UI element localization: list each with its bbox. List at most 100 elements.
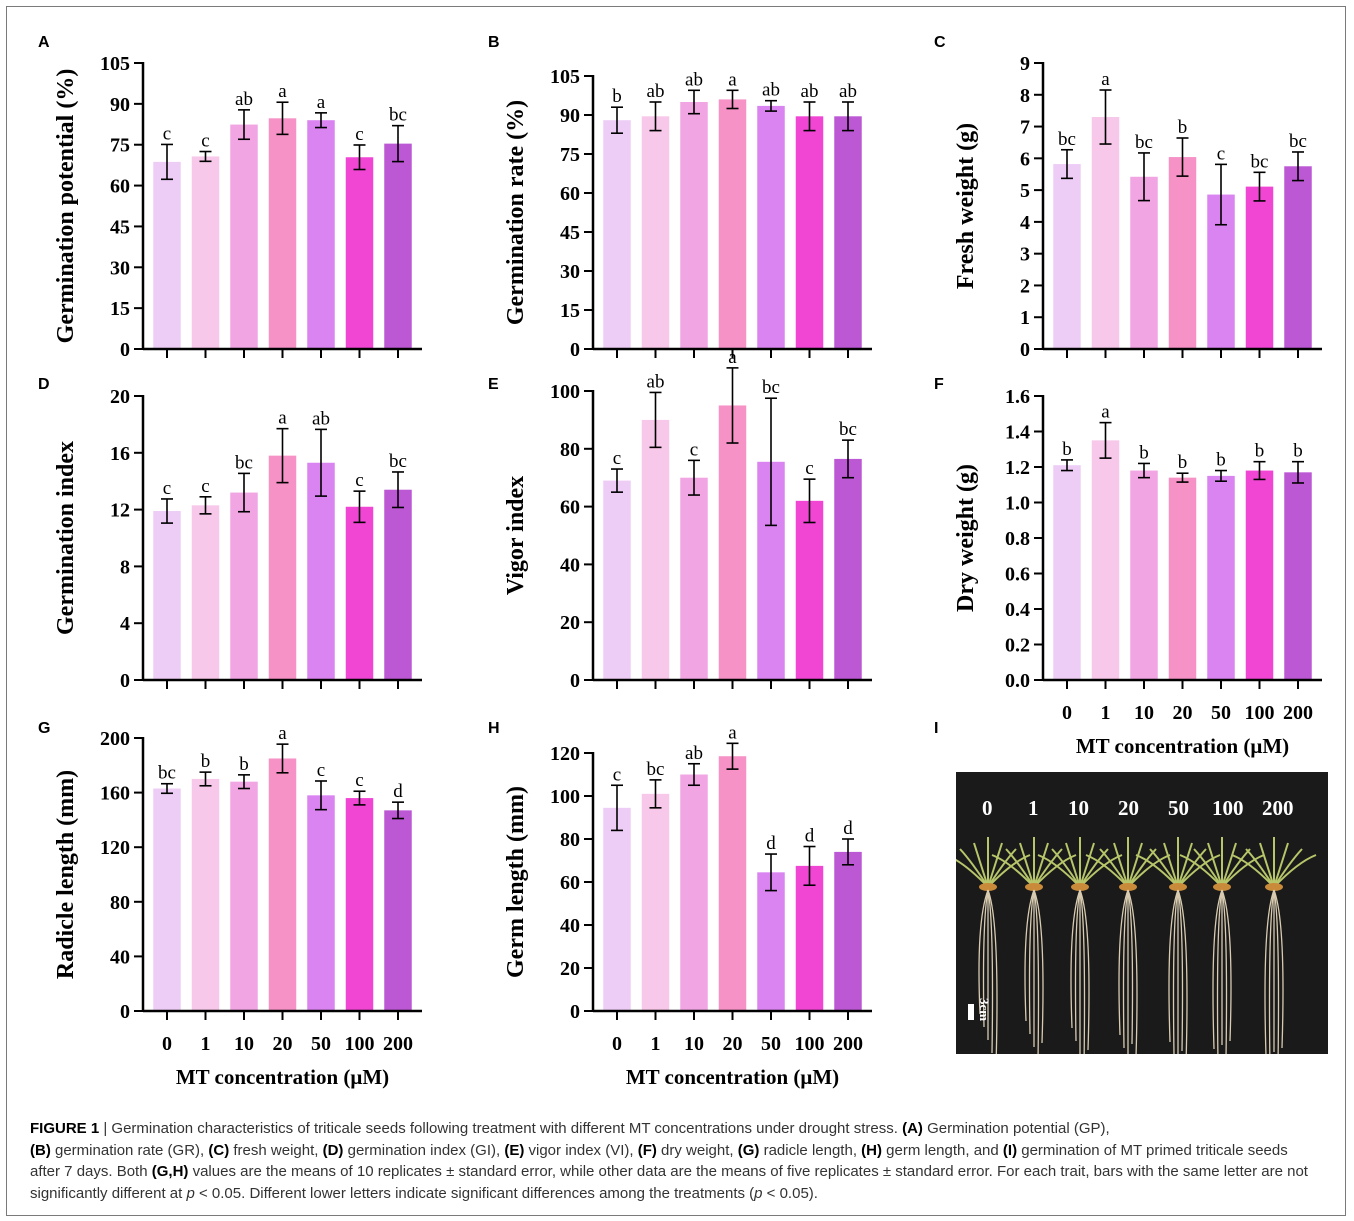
y-tick-label: 8 — [1020, 85, 1030, 107]
seedling-root — [1079, 889, 1086, 1054]
seedling-leaf — [1065, 842, 1081, 888]
x-tick-label: 10 — [234, 1033, 254, 1055]
bar — [1284, 472, 1312, 680]
significance-letter: c — [613, 764, 621, 785]
y-tick-label: 0 — [120, 339, 130, 361]
y-tick-label: 20 — [560, 612, 580, 634]
bar — [153, 511, 181, 680]
x-tick-label: 0 — [1062, 702, 1072, 724]
x-tick-label: 50 — [761, 1033, 781, 1055]
significance-letter: d — [843, 818, 853, 839]
panel-letter: H — [488, 720, 500, 737]
x-tick-label: 200 — [833, 1033, 863, 1055]
panel-letter: A — [38, 34, 50, 51]
bar — [680, 477, 708, 680]
bar — [1245, 470, 1274, 680]
x-axis-label: MT concentration (μM) — [1076, 734, 1289, 758]
seedling-root — [1033, 889, 1040, 1054]
seedling-root — [1221, 889, 1232, 1042]
caption-text: fresh weight, — [229, 1141, 323, 1159]
seedling-leaf — [1019, 842, 1035, 888]
significance-letter: bc — [647, 759, 665, 780]
seedling-leaf — [1085, 854, 1129, 888]
y-tick-label: 100 — [550, 381, 580, 403]
significance-letter: d — [393, 781, 403, 802]
seedling-leaf — [1273, 854, 1317, 888]
bar — [834, 458, 862, 680]
bar — [191, 156, 220, 349]
bar — [1207, 475, 1235, 680]
x-tick-label: 100 — [345, 1033, 375, 1055]
bar — [1091, 440, 1120, 680]
seedling-leaf — [1245, 848, 1275, 888]
bar — [384, 489, 412, 680]
seedling-leaf — [1135, 854, 1179, 888]
seed — [1025, 883, 1043, 891]
seedling-root — [1172, 889, 1179, 1054]
significance-letter: b — [1216, 450, 1226, 471]
caption-tag: (G,H) — [151, 1163, 189, 1180]
seedling-leaf — [1127, 842, 1143, 888]
figure-frame — [6, 6, 1346, 1216]
significance-letter: ab — [801, 81, 819, 102]
bar — [1091, 117, 1120, 350]
significance-letter: c — [201, 476, 209, 497]
x-tick-label: 100 — [795, 1033, 825, 1055]
seedling-label: 0 — [982, 796, 993, 820]
bar — [795, 865, 824, 1011]
bar — [641, 419, 670, 680]
bar — [757, 872, 785, 1011]
seedling-root — [1122, 889, 1129, 1049]
y-tick-label: 90 — [110, 94, 130, 116]
y-tick-label: 0 — [1020, 339, 1030, 361]
caption-text: < 0.05). — [762, 1184, 818, 1202]
seedling-leaf — [1149, 848, 1179, 888]
y-axis-label: Radicle length (mm) — [53, 770, 79, 979]
bar — [268, 118, 297, 349]
seedling-label: 20 — [1118, 796, 1139, 820]
x-tick-label: 20 — [273, 1033, 293, 1055]
significance-letter: a — [1101, 69, 1110, 90]
significance-letter: c — [1217, 143, 1225, 164]
bar — [345, 506, 374, 680]
caption-text: germination of MT primed triticale seeds… — [30, 1141, 1288, 1181]
y-axis-label: Germ length (mm) — [503, 786, 529, 978]
significance-letter: b — [201, 751, 211, 772]
bar — [384, 143, 412, 349]
bar — [1168, 477, 1197, 680]
seedling-leaf — [991, 854, 1035, 888]
seedling-root — [1273, 889, 1280, 1054]
seedling-leaf — [987, 842, 1003, 888]
y-tick-label: 1.2 — [1005, 457, 1030, 479]
seedling-root — [1079, 889, 1090, 1051]
caption-tag: (F) — [637, 1141, 657, 1159]
caption-tag: (D) — [322, 1141, 344, 1159]
significance-letter: c — [355, 770, 363, 791]
y-tick-label: 4 — [1020, 212, 1030, 234]
seedling-leaf — [973, 842, 989, 888]
significance-letter: a — [728, 69, 737, 90]
y-tick-label: 200 — [100, 728, 130, 750]
y-axis-label: Germination rate (%) — [503, 100, 529, 325]
bar — [1053, 164, 1081, 349]
seedling-leaf — [1273, 848, 1303, 888]
seedling-root — [1070, 889, 1081, 1029]
y-tick-label: 0 — [120, 1001, 130, 1023]
seedling-root — [1273, 889, 1284, 1049]
bar — [153, 161, 181, 349]
caption-tag: (G) — [737, 1141, 760, 1159]
significance-letter: b — [1255, 441, 1265, 462]
significance-letter: a — [728, 722, 737, 743]
panel-a: Ac c ab a a c bc 0 15 30 45 60 75 90 105 Germination po… — [38, 34, 422, 361]
y-tick-label: 60 — [560, 497, 580, 519]
x-tick-label: 0 — [162, 1033, 172, 1055]
scale-bar — [968, 1004, 974, 1020]
significance-letter: c — [317, 760, 325, 781]
x-tick-label: 20 — [1173, 702, 1193, 724]
significance-letter: b — [1062, 439, 1072, 460]
bar — [230, 124, 258, 349]
seedling-root — [982, 889, 989, 1028]
significance-letter: ab — [312, 408, 330, 429]
seedling-root — [1118, 889, 1129, 1036]
